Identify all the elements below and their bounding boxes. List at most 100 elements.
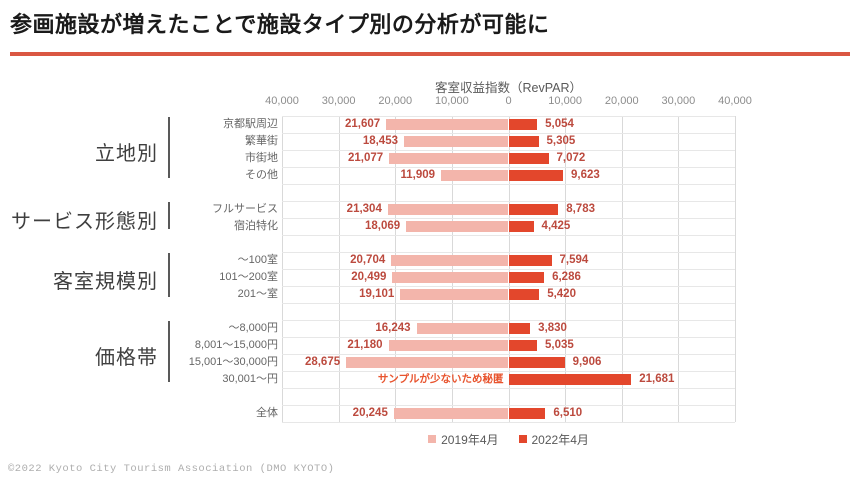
bar-2022 <box>508 153 549 164</box>
value-label-2022: 6,510 <box>553 407 583 419</box>
value-label-2019: 21,304 <box>346 203 382 215</box>
value-label-2022: 9,906 <box>572 356 602 368</box>
bar-2019 <box>386 119 509 130</box>
chart-title: 客室収益指数（RevPAR） <box>434 81 582 95</box>
bar-2022 <box>508 119 538 130</box>
legend-swatch <box>428 435 437 443</box>
bar-2019 <box>404 136 509 147</box>
group-bracket <box>168 253 170 297</box>
gridline-horizontal <box>282 388 735 389</box>
plot-area: 21,607 5,054 18,453 5,305 21,077 7,072 11,909 9… <box>282 116 736 423</box>
gridline-horizontal <box>282 320 735 321</box>
axis-tick-label: 20,000 <box>604 95 639 107</box>
axis-tick-label: 10,000 <box>435 95 469 107</box>
axis-tick-label: 40,000 <box>718 95 752 107</box>
category-label: ～8,000円 <box>228 322 278 334</box>
group-bracket <box>168 202 170 229</box>
category-label: 京都駅周辺 <box>223 118 278 130</box>
value-label-2019: 18,069 <box>364 220 401 232</box>
legend: 2019年4月 2022年4月 <box>282 431 735 447</box>
category-label: ～100室 <box>237 254 278 266</box>
category-label: 全体 <box>256 407 278 419</box>
category-label: 繁華街 <box>245 135 278 147</box>
value-label-2019: 21,077 <box>347 152 384 164</box>
category-label: 30,001～円 <box>222 373 278 385</box>
bar-2019 <box>441 170 509 181</box>
gridline-horizontal <box>282 150 735 151</box>
value-label-2022: 3,830 <box>538 322 567 334</box>
value-label-2022: 5,054 <box>545 118 574 130</box>
value-label-2022: 7,594 <box>559 254 589 266</box>
value-label-2019: 21,180 <box>347 339 383 351</box>
bar-2022 <box>508 374 632 385</box>
value-label-2022: 5,420 <box>547 288 576 300</box>
gridline-horizontal <box>282 337 735 338</box>
axis-tick-label: 20,000 <box>378 95 413 107</box>
value-label-2019: 16,243 <box>375 322 411 334</box>
value-label-2022: 8,783 <box>566 203 595 215</box>
value-label-2022: 7,072 <box>556 152 586 164</box>
bar-2019 <box>346 357 509 368</box>
gridline-horizontal <box>282 167 735 168</box>
value-label-2022: 4,425 <box>541 220 571 232</box>
category-label: 15,001～30,000円 <box>188 356 278 368</box>
legend-item: 2022年4月 <box>518 431 589 448</box>
value-label-2019: 18,453 <box>362 135 398 147</box>
bar-2022 <box>508 136 539 147</box>
category-label: 市街地 <box>245 152 278 164</box>
value-label-2019: 28,675 <box>304 356 341 368</box>
bar-2022 <box>508 221 534 232</box>
category-label: 8,001～15,000円 <box>194 339 278 351</box>
category-label: フルサービス <box>212 203 278 215</box>
title-underline <box>10 52 850 56</box>
value-label-2022: 9,623 <box>570 169 600 181</box>
gridline-horizontal <box>282 303 735 304</box>
category-label: 201～室 <box>237 288 278 300</box>
gridline-horizontal <box>282 235 735 236</box>
page-title: 参画施設が増えたことで施設タイプ別の分析が可能に <box>10 12 550 37</box>
gridline-horizontal <box>282 133 735 134</box>
hidden-sample-note: サンプルが少ないため秘匿 <box>377 373 504 385</box>
value-label-2019: 20,499 <box>351 271 387 283</box>
gridline-horizontal <box>282 269 735 270</box>
group-label: 立地別 <box>95 143 158 165</box>
value-label-2019: 20,704 <box>350 254 386 266</box>
bar-2019 <box>389 153 509 164</box>
bar-2019 <box>393 408 509 419</box>
bar-2022 <box>508 357 565 368</box>
value-label-2022: 5,035 <box>545 339 574 351</box>
gridline-horizontal <box>282 405 735 406</box>
category-label: 宿泊特化 <box>234 220 278 232</box>
gridline-horizontal <box>282 286 735 287</box>
group-label: 価格帯 <box>95 347 158 369</box>
gridline-horizontal <box>282 218 735 219</box>
bar-2022 <box>508 340 537 351</box>
bar-2019 <box>387 204 509 215</box>
gridline-horizontal <box>282 252 735 253</box>
bar-2019 <box>416 323 509 334</box>
bar-2022 <box>508 255 552 266</box>
value-label-2022: 6,286 <box>552 271 581 283</box>
gridline-horizontal <box>282 116 735 117</box>
value-label-2019: 20,245 <box>352 407 388 419</box>
legend-label: 2022年4月 <box>531 432 589 447</box>
value-label-2019: 21,607 <box>344 118 381 130</box>
bar-2022 <box>508 170 563 181</box>
bar-2019 <box>400 289 509 300</box>
group-bracket <box>168 117 170 178</box>
legend-swatch <box>518 435 527 443</box>
bar-2019 <box>391 255 509 266</box>
bar-2019 <box>406 221 509 232</box>
bar-2022 <box>508 408 546 419</box>
bar-2019 <box>388 340 509 351</box>
group-label: 客室規模別 <box>53 270 158 293</box>
value-label-2019: 19,101 <box>359 288 395 300</box>
value-label-2019: 11,909 <box>400 169 436 181</box>
legend-label: 2019年4月 <box>441 432 499 447</box>
gridline-horizontal <box>282 354 735 355</box>
group-bracket <box>168 321 170 382</box>
gridline-horizontal <box>282 422 735 423</box>
axis-tick-label: 30,000 <box>321 95 356 107</box>
footer-credit: ©2022 Kyoto City Tourism Association (DM… <box>8 463 335 475</box>
gridline-vertical <box>735 116 736 422</box>
